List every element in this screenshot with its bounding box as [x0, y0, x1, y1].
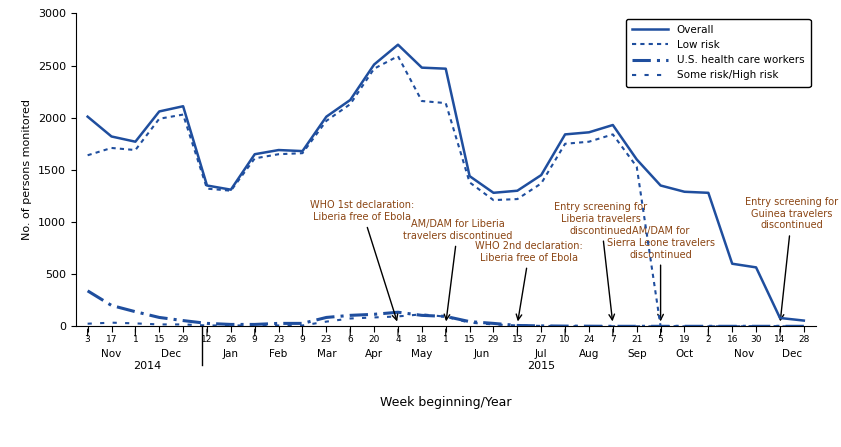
Text: Entry screening for
Liberia travelers
discontinued: Entry screening for Liberia travelers di… — [554, 202, 648, 320]
Text: Jun: Jun — [473, 349, 489, 359]
X-axis label: Week beginning/Year: Week beginning/Year — [380, 396, 511, 409]
Text: Apr: Apr — [365, 349, 383, 359]
Text: Entry screening for
Guinea travelers
discontinued: Entry screening for Guinea travelers dis… — [745, 197, 838, 320]
Text: 2015: 2015 — [527, 361, 555, 371]
Text: Jul: Jul — [535, 349, 547, 359]
Text: Mar: Mar — [316, 349, 336, 359]
Text: Sep: Sep — [627, 349, 647, 359]
Text: Oct: Oct — [675, 349, 694, 359]
Text: AM/DAM for Liberia
travelers discontinued: AM/DAM for Liberia travelers discontinue… — [403, 219, 512, 320]
Text: WHO 1st declaration:
Liberia free of Ebola: WHO 1st declaration: Liberia free of Ebo… — [310, 200, 415, 320]
Text: Dec: Dec — [782, 349, 802, 359]
Y-axis label: No. of persons monitored: No. of persons monitored — [23, 99, 32, 240]
Text: Nov: Nov — [102, 349, 122, 359]
Text: Nov: Nov — [734, 349, 754, 359]
Legend: Overall, Low risk, U.S. health care workers, Some risk/High risk: Overall, Low risk, U.S. health care work… — [626, 19, 811, 87]
Text: Jan: Jan — [223, 349, 239, 359]
Text: Dec: Dec — [161, 349, 182, 359]
Text: 2014: 2014 — [133, 361, 161, 371]
Text: Feb: Feb — [269, 349, 288, 359]
Text: AM/DAM for
Sierra Leone travelers
discontinued: AM/DAM for Sierra Leone travelers discon… — [606, 226, 715, 320]
Text: May: May — [411, 349, 432, 359]
Text: WHO 2nd declaration:
Liberia free of Ebola: WHO 2nd declaration: Liberia free of Ebo… — [475, 241, 583, 320]
Text: Aug: Aug — [579, 349, 599, 359]
